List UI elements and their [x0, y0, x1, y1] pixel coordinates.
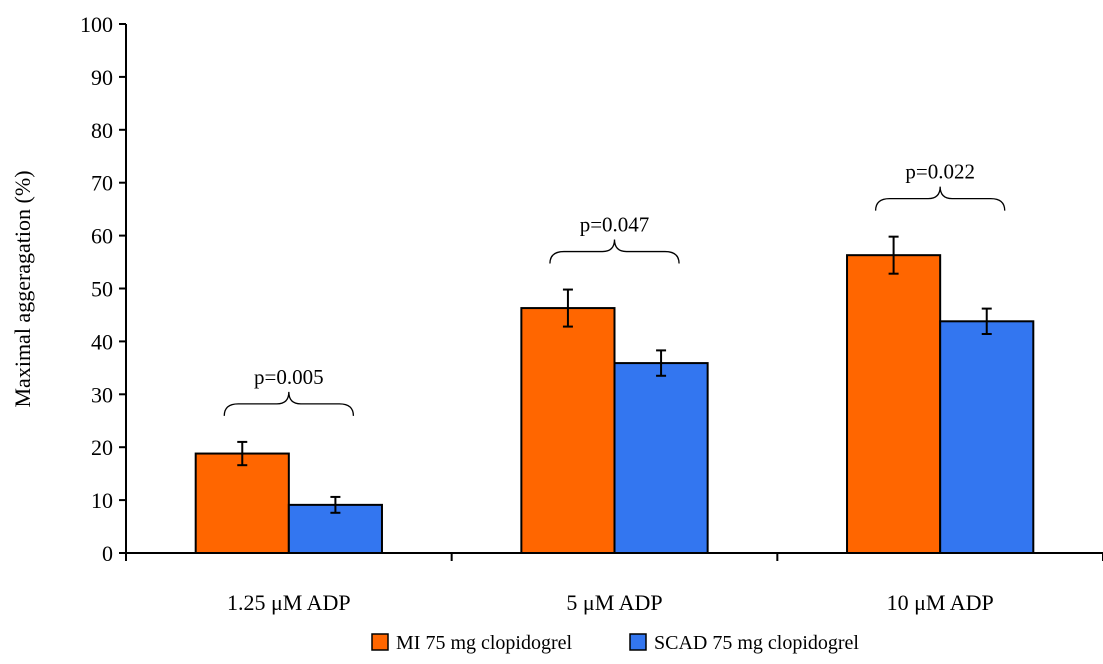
bars	[194, 254, 1035, 555]
bar-scad	[613, 362, 709, 554]
y-tick-label: 20	[91, 435, 113, 460]
y-tick-label: 0	[102, 541, 113, 566]
y-tick-label: 60	[91, 224, 113, 249]
bar-mi	[846, 254, 942, 554]
legend-swatch	[629, 633, 647, 651]
y-tick-label: 50	[91, 277, 113, 302]
significance-brace	[549, 239, 680, 264]
x-axis: 1.25 μM ADP 5 μM ADP 10 μM ADP	[125, 552, 1103, 615]
bar-scad	[939, 320, 1035, 554]
p-value-annotations: p=0.005 p=0.047 p=0.022	[223, 160, 1006, 416]
error-bars	[237, 235, 992, 514]
bar-mi	[194, 452, 290, 555]
y-tick-label: 40	[91, 329, 113, 354]
bar-mi	[520, 307, 616, 554]
x-category-label: 1.25 μM ADP	[227, 590, 351, 615]
legend-label: SCAD 75 mg clopidogrel	[654, 632, 859, 654]
p-value-label: p=0.005	[254, 365, 324, 389]
p-value-label: p=0.022	[905, 160, 975, 184]
significance-brace	[874, 186, 1006, 211]
y-tick-label: 10	[91, 488, 113, 513]
y-tick-label: 100	[80, 12, 113, 37]
x-category-label: 10 μM ADP	[887, 590, 994, 615]
y-axis: 0 10 20 30 40 50 60 70 80 90 100	[80, 12, 127, 566]
legend-swatch	[371, 633, 389, 651]
y-axis-title: Maximal aggeragation (%)	[10, 170, 35, 407]
x-category-label: 5 μM ADP	[566, 590, 662, 615]
y-tick-label: 80	[91, 118, 113, 143]
legend: MI 75 mg clopidogrel SCAD 75 mg clopidogr…	[371, 632, 859, 654]
p-value-label: p=0.047	[580, 213, 650, 237]
y-tick-label: 70	[91, 171, 113, 196]
significance-brace	[223, 391, 355, 416]
y-tick-label: 30	[91, 382, 113, 407]
legend-label: MI 75 mg clopidogrel	[396, 632, 573, 654]
y-tick-label: 90	[91, 65, 113, 90]
